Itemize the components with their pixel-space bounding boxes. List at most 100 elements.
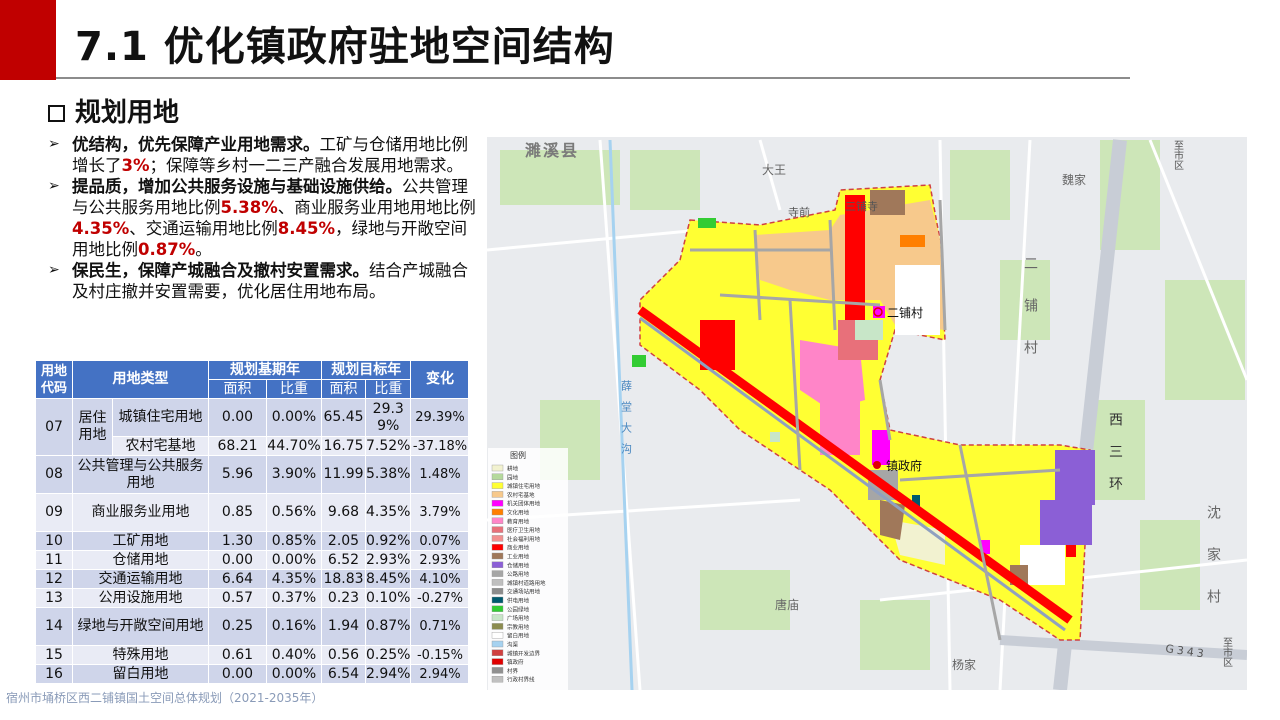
table-row: 13 公用设施用地 0.57 0.37% 0.23 0.10% -0.27% (35, 588, 470, 608)
legend-label: 文化用地 (507, 509, 530, 517)
type-cell: 公用设施用地 (72, 588, 209, 608)
value-cell: 0.00% (266, 398, 322, 437)
value-cell: 6.64 (208, 569, 267, 589)
code-cell: 10 (35, 531, 73, 551)
village-marker (873, 307, 883, 317)
bullet-text: 优结构，优先保障产业用地需求。 (72, 135, 320, 154)
value-cell: 65.45 (321, 398, 366, 437)
legend-swatch (491, 526, 504, 533)
map-label: 镇政府 (886, 458, 922, 473)
code-cell: 13 (35, 588, 73, 608)
legend-swatch (491, 588, 504, 595)
type-cell: 仓储用地 (72, 550, 209, 570)
value-cell: 0.56 (321, 645, 366, 665)
value-cell: 0.07% (410, 531, 470, 551)
legend-swatch (491, 544, 504, 551)
type-cell: 特殊用地 (72, 645, 209, 665)
type-cell: 农村宅基地 (112, 436, 209, 456)
value-cell: 6.52 (321, 550, 366, 570)
value-cell: 4.10% (410, 569, 470, 589)
header-cell: 用地代码 (35, 360, 73, 399)
map-legend: 图例 耕地园地城镇住宅用地农村宅基地机关团体用地文化用地教育用地医疗卫生用地社会… (488, 448, 568, 690)
value-cell: 2.93% (410, 550, 470, 570)
legend-label: 村界 (507, 667, 519, 675)
type-cell: 商业服务业用地 (72, 493, 209, 532)
value-cell: 0.00 (208, 398, 267, 437)
bullet-text: 工矿与仓储用地比例增长了 (72, 135, 468, 175)
bullet-text: 保民生，保障产城融合及撤村安置需求。 (72, 261, 369, 280)
code-cell: 15 (35, 645, 73, 665)
value-cell: 0.85% (266, 531, 322, 551)
section-heading: 规划用地 (48, 92, 179, 129)
canal (608, 139, 634, 690)
value-cell: 4.35% (266, 569, 322, 589)
legend-label: 公路用地 (507, 570, 530, 578)
value-cell: 6.54 (321, 664, 366, 684)
map-label: 至市区 (1221, 637, 1233, 667)
bullet-text: 提品质，增加公共服务设施与基础设施供给。 (72, 177, 402, 196)
legend-label: 耕地 (507, 465, 519, 473)
map-label: 沈家村 (1205, 505, 1221, 631)
value-cell: 0.57 (208, 588, 267, 608)
value-cell: 0.23 (321, 588, 366, 608)
map-labels: 濉溪县 大王 魏家 寺前 三铺寺 二铺村 二铺村 西三环 沈家村 唐庙 杨家 G… (525, 140, 1233, 672)
code-cell: 16 (35, 664, 73, 684)
value-cell: 5.38% (364, 455, 412, 494)
bullet-list: 优结构，优先保障产业用地需求。工矿与仓储用地比例增长了3%；保障等乡村一二三产融… (46, 134, 478, 302)
value-cell: 0.16% (266, 607, 322, 646)
type-cell: 绿地与开敞空间用地 (72, 607, 209, 646)
legend-swatch (491, 570, 504, 577)
value-cell: 44.70% (266, 436, 322, 456)
legend-label: 广场用地 (507, 614, 530, 622)
footer: 宿州市埇桥区西二铺镇国土空间总体规划（2021-2035年） (6, 691, 324, 705)
legend-swatch (491, 596, 504, 604)
legend-label: 宗教用地 (507, 623, 530, 631)
town-roads (690, 199, 1061, 641)
legend-label: 医疗卫生用地 (507, 526, 541, 534)
value-cell: 0.00% (266, 550, 322, 570)
value-cell: 16.75 (321, 436, 366, 456)
page-title: 7.1 优化镇政府驻地空间结构 (75, 24, 615, 70)
bullet: 提品质，增加公共服务设施与基础设施供给。公共管理与公共服务用地比例5.38%、商… (46, 176, 478, 260)
bullet-text: 4.35% (72, 219, 130, 238)
legend-swatch (491, 491, 504, 498)
bullet-text: ；保障等乡村一二三产融合发展用地需求。 (149, 156, 464, 175)
legend-label: 教育用地 (507, 517, 530, 525)
value-cell: 1.94 (321, 607, 366, 646)
legend-label: 商业用地 (507, 544, 530, 552)
header-cell: 面积 (208, 379, 267, 399)
table-row: 08 公共管理与公共服务用地 5.96 3.90% 11.99 5.38% 1.48% (35, 455, 470, 494)
legend-swatch (491, 676, 504, 683)
value-cell: 8.45% (364, 569, 412, 589)
legend-label: 供电用地 (507, 597, 530, 605)
table-row: 14 绿地与开敞空间用地 0.25 0.16% 1.94 0.87% 0.71% (35, 607, 470, 646)
value-cell: 0.10% (364, 588, 412, 608)
value-cell: 0.25% (364, 645, 412, 665)
code-cell: 07 (35, 398, 73, 456)
map-label: G343 (1165, 642, 1208, 661)
value-cell: 0.92% (364, 531, 412, 551)
header-cell: 面积 (321, 379, 366, 399)
bullet-text: 0.87% (138, 240, 196, 259)
table-row: 15 特殊用地 0.61 0.40% 0.56 0.25% -0.15% (35, 645, 470, 665)
legend-label: 公园绿地 (507, 605, 530, 613)
map-label: 三铺寺 (845, 200, 878, 213)
map-label: 唐庙 (775, 597, 799, 612)
legend-swatch (491, 605, 504, 612)
map-label: 濉溪县 (525, 141, 579, 160)
map-label: 大王 (762, 163, 786, 177)
value-cell: 0.25 (208, 607, 267, 646)
bullet-text: 8.45% (277, 219, 335, 238)
value-cell: 2.05 (321, 531, 366, 551)
bullet-text: 5.38% (220, 198, 278, 217)
header-cell: 比重 (266, 379, 322, 399)
code-cell: 12 (35, 569, 73, 589)
legend-swatch (491, 508, 504, 516)
code-cell: 11 (35, 550, 73, 570)
legend-label: 机关团体用地 (507, 500, 541, 508)
legend-label: 沟渠 (507, 641, 519, 649)
land-use-table: 用地代码 用地类型 规划基期年 规划目标年 变化 面积 比重 面积 比重 07 居… (35, 360, 470, 684)
title-rule (56, 77, 1130, 79)
legend-swatch (491, 535, 504, 542)
bullet-text: 、商业服务业用地用地比例 (277, 198, 476, 217)
